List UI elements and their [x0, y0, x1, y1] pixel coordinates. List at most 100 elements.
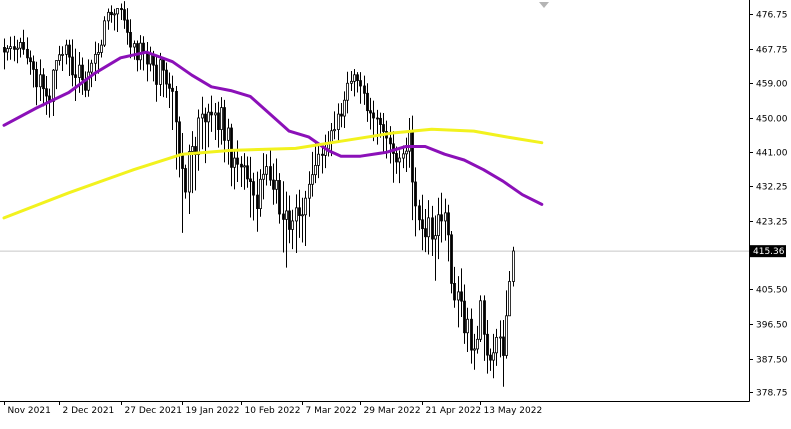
- candle-body-bearish: [483, 300, 486, 335]
- candle-body-bullish: [39, 74, 42, 88]
- candle: [136, 40, 139, 72]
- candle-body-bullish: [402, 153, 405, 159]
- candle: [372, 100, 375, 142]
- candle: [90, 59, 93, 88]
- candle-body-bullish: [107, 11, 110, 22]
- candle: [343, 91, 346, 129]
- candle: [214, 102, 217, 140]
- candle-body-bearish: [178, 121, 181, 154]
- candle: [282, 181, 285, 253]
- candle: [505, 290, 508, 359]
- candle-body-bullish: [149, 53, 152, 65]
- candle-body-bullish: [207, 111, 210, 123]
- candle-body-bullish: [197, 117, 200, 156]
- candle: [243, 153, 246, 190]
- x-tick-label: 21 Apr 2022: [426, 406, 482, 416]
- candle: [58, 45, 61, 66]
- candle: [13, 35, 16, 62]
- candle: [249, 156, 252, 218]
- candle: [16, 39, 19, 64]
- candle: [71, 39, 74, 87]
- candle-body-bullish: [275, 180, 278, 190]
- candle-body-bullish: [87, 71, 90, 91]
- candle-body-bullish: [301, 214, 304, 217]
- candle-body-bearish: [395, 153, 398, 163]
- candle: [340, 102, 343, 128]
- candle: [337, 103, 340, 142]
- candle-body-bullish: [259, 178, 262, 209]
- candle: [483, 295, 486, 361]
- candle: [81, 57, 84, 95]
- candle-body-bullish: [214, 112, 217, 116]
- candle: [201, 96, 204, 150]
- y-tick-label: 467.75: [756, 46, 788, 56]
- candle: [269, 149, 272, 186]
- y-tick-label: 396.50: [756, 321, 788, 331]
- candle-body-bearish: [379, 117, 382, 125]
- candle: [346, 71, 349, 114]
- candle-body-bullish: [473, 348, 476, 351]
- candle: [495, 328, 498, 366]
- candle-body-bullish: [492, 352, 495, 361]
- candle: [236, 140, 239, 182]
- candle-body-bearish: [424, 228, 427, 238]
- candle-body-bullish: [19, 42, 22, 49]
- candle-body-bearish: [126, 19, 129, 33]
- candle-body-bearish: [282, 213, 285, 220]
- candle: [333, 111, 336, 140]
- candle: [3, 38, 6, 70]
- candle-body-bearish: [421, 219, 424, 230]
- candle-body-bullish: [304, 197, 307, 216]
- candle-body-bearish: [165, 69, 168, 85]
- candle: [295, 194, 298, 253]
- candle-body-bearish: [162, 59, 165, 71]
- candle-body-bearish: [81, 64, 84, 81]
- candle: [74, 48, 77, 102]
- candle: [311, 151, 314, 197]
- candle-body-bullish: [476, 338, 479, 350]
- x-tick-label: 29 Mar 2022: [364, 406, 421, 416]
- candle-body-bullish: [220, 107, 223, 130]
- x-tick-label: 19 Jan 2022: [186, 406, 240, 416]
- candle-body-bearish: [246, 165, 249, 180]
- candle-body-bearish: [288, 210, 291, 230]
- candle-body-bearish: [356, 74, 359, 81]
- candle: [35, 61, 38, 106]
- candle-body-bearish: [29, 57, 32, 63]
- candle: [32, 55, 35, 88]
- candle-body-bullish: [408, 130, 411, 152]
- candle: [486, 320, 489, 374]
- candle-body-bullish: [113, 13, 116, 16]
- candle: [168, 72, 171, 108]
- current-price-label-box: [750, 245, 786, 258]
- candle: [110, 5, 113, 23]
- candle-body-bullish: [61, 53, 64, 56]
- candle: [499, 320, 502, 358]
- candle: [103, 16, 106, 48]
- candle-body-bearish: [223, 107, 226, 141]
- y-tick-label: 387.50: [756, 356, 788, 366]
- candle: [191, 131, 194, 194]
- current-price-label-layer: 415.36: [750, 245, 786, 258]
- candle-body-bearish: [366, 92, 369, 112]
- y-tick-label: 450.00: [756, 115, 788, 125]
- candle: [308, 171, 311, 217]
- candle-body-bearish: [269, 166, 272, 181]
- candle-body-bullish: [291, 220, 294, 230]
- candle-body-bullish: [466, 318, 469, 334]
- candle-body-bearish: [489, 354, 492, 361]
- candle-body-bearish: [68, 44, 71, 58]
- moving-average-slow-line: [2, 127, 544, 220]
- candle-body-bearish: [35, 69, 38, 88]
- candle: [256, 171, 259, 232]
- candle-body-bullish: [444, 212, 447, 222]
- candle: [116, 8, 119, 33]
- candle: [207, 103, 210, 148]
- candle: [414, 167, 417, 237]
- candle-body-bullish: [512, 250, 515, 282]
- candle-body-bearish: [74, 74, 77, 78]
- candle: [427, 200, 430, 255]
- candle: [382, 112, 385, 153]
- candle: [265, 154, 268, 186]
